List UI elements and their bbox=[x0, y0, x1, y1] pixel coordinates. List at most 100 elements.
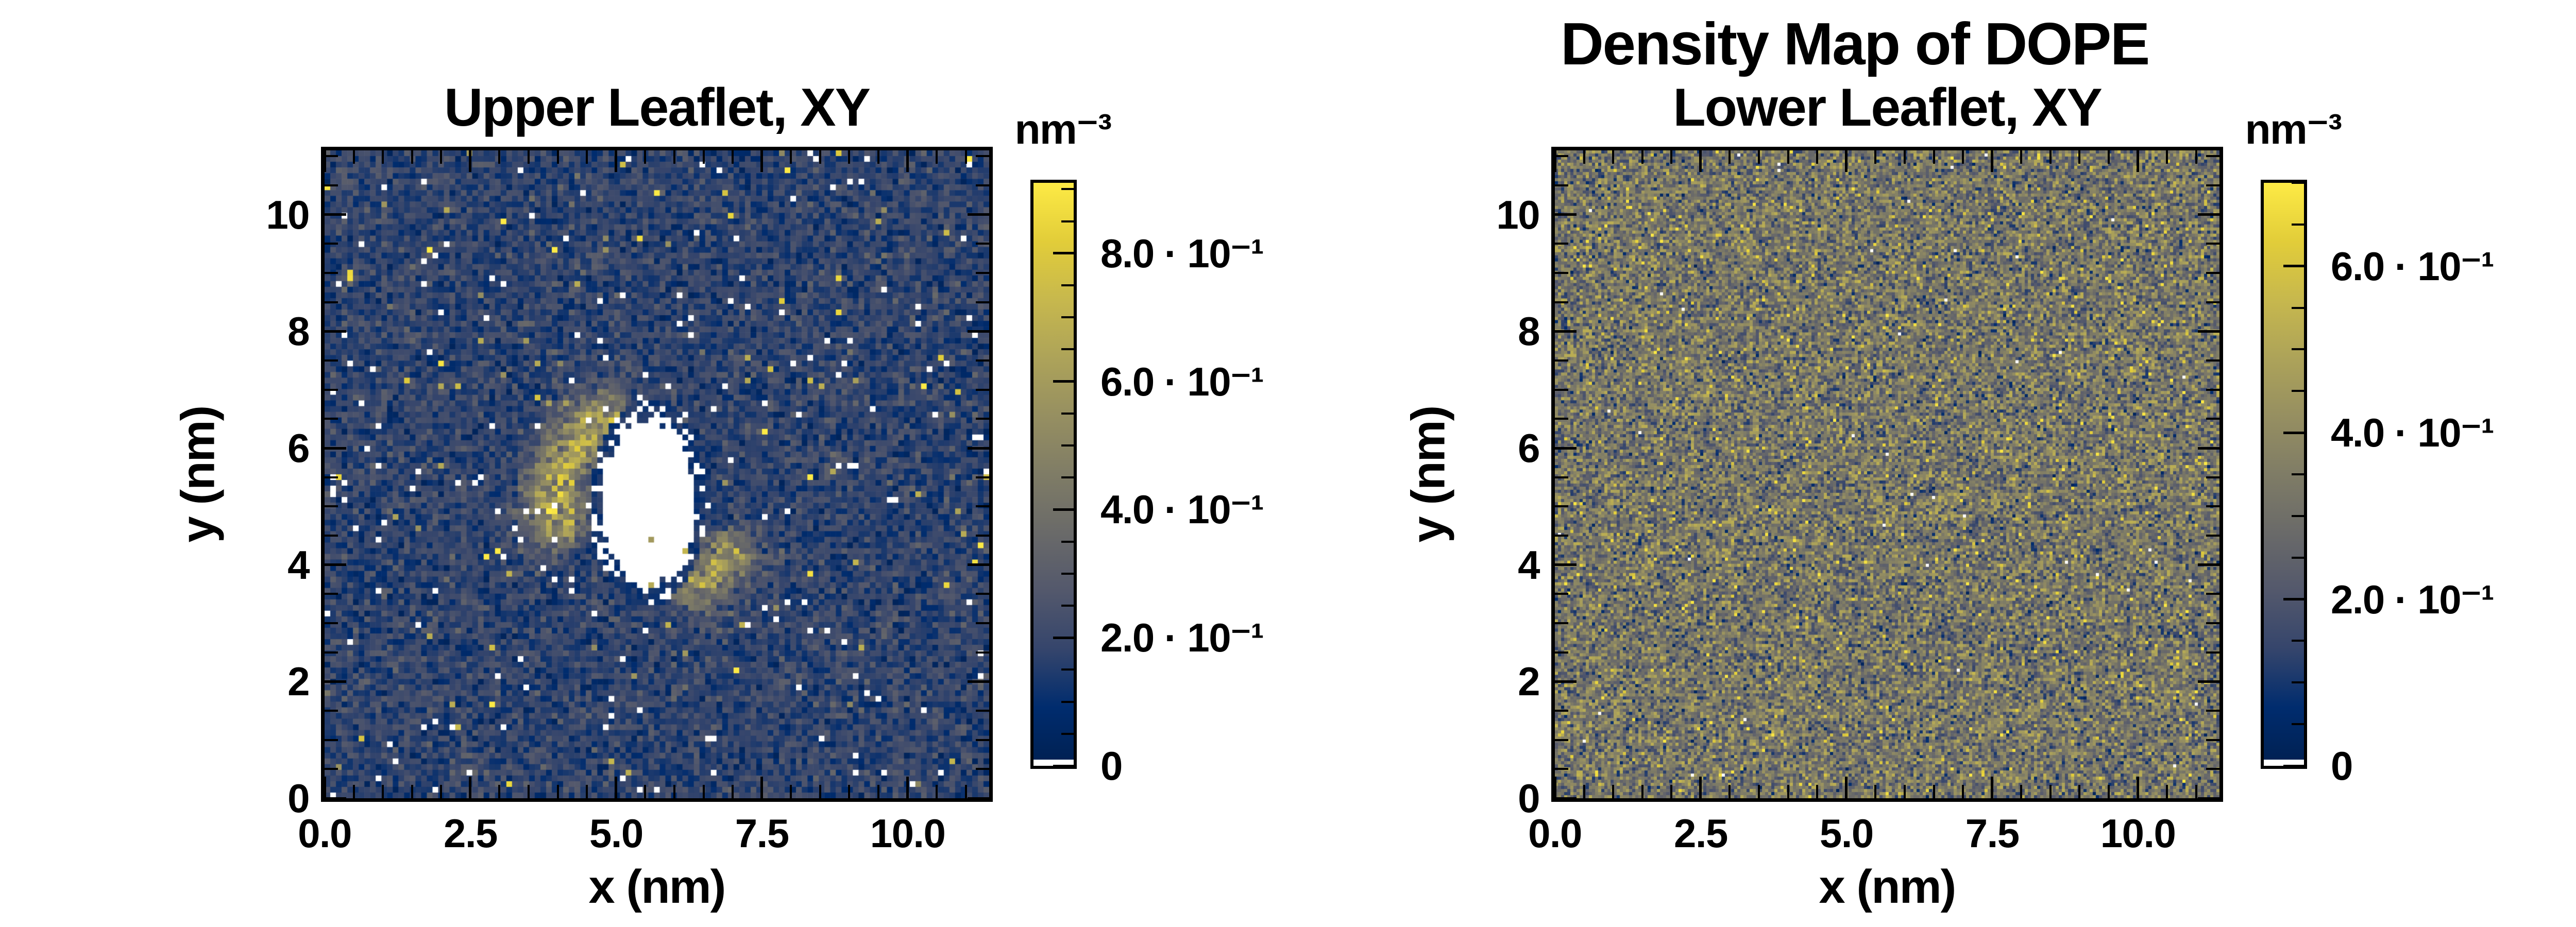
minor-tick-x bbox=[1933, 785, 1935, 798]
minor-tick-y bbox=[976, 155, 989, 158]
colorbar-major-tick bbox=[1053, 380, 1074, 383]
minor-tick-x bbox=[586, 150, 588, 164]
minor-tick-y bbox=[325, 243, 338, 245]
minor-tick-x bbox=[528, 785, 530, 798]
minor-tick-x bbox=[732, 150, 734, 164]
minor-tick-x bbox=[2166, 785, 2168, 798]
minor-tick-y bbox=[1555, 388, 1568, 391]
minor-tick-x bbox=[1670, 785, 1673, 798]
minor-tick-y bbox=[976, 710, 989, 712]
minor-tick-y bbox=[1555, 535, 1568, 537]
colorbar-minor-tick bbox=[2292, 640, 2304, 642]
major-tick-x bbox=[469, 150, 472, 172]
minor-tick-x bbox=[2195, 785, 2197, 798]
colorbar-minor-tick bbox=[2292, 514, 2304, 517]
x-tick-label: 2.5 bbox=[1674, 811, 1728, 856]
minor-tick-x bbox=[2078, 785, 2081, 798]
major-tick-y bbox=[2198, 330, 2219, 333]
minor-tick-y bbox=[976, 535, 989, 537]
x-tick-label: 0.0 bbox=[298, 811, 352, 856]
minor-tick-y bbox=[976, 505, 989, 508]
y-tick-label: 2 bbox=[1518, 659, 1540, 705]
minor-tick-x bbox=[2166, 150, 2168, 164]
minor-tick-y bbox=[1555, 651, 1568, 654]
colorbar-zero-strip bbox=[2264, 760, 2304, 766]
colorbar-major-tick bbox=[2283, 431, 2304, 434]
x-tick-label: 2.5 bbox=[444, 811, 498, 856]
colorbar-minor-tick bbox=[2292, 306, 2304, 309]
colorbar-unit: nm⁻³ bbox=[2245, 106, 2342, 153]
panel-title: Upper Leaflet, XY bbox=[444, 78, 871, 138]
colorbar-minor-tick bbox=[1061, 188, 1074, 191]
minor-tick-x bbox=[2195, 150, 2197, 164]
colorbar-minor-tick bbox=[2292, 348, 2304, 351]
major-tick-y bbox=[968, 213, 989, 216]
colorbar-minor-tick bbox=[1061, 668, 1074, 671]
minor-tick-y bbox=[976, 593, 989, 595]
minor-tick-x bbox=[644, 150, 647, 164]
y-tick-label: 0 bbox=[287, 776, 310, 821]
colorbar-tick-label: 0 bbox=[1100, 743, 1123, 788]
colorbar-major-tick bbox=[1053, 764, 1074, 767]
y-tick-label: 4 bbox=[287, 542, 310, 588]
major-tick-y bbox=[325, 797, 346, 800]
minor-tick-x bbox=[2020, 150, 2023, 164]
major-tick-x bbox=[906, 150, 909, 172]
major-tick-y bbox=[968, 797, 989, 800]
minor-tick-y bbox=[976, 622, 989, 624]
minor-tick-x bbox=[819, 150, 821, 164]
major-tick-y bbox=[968, 447, 989, 450]
minor-tick-x bbox=[848, 785, 851, 798]
minor-tick-x bbox=[586, 785, 588, 798]
minor-tick-y bbox=[325, 651, 338, 654]
minor-tick-y bbox=[2206, 418, 2219, 420]
minor-tick-y bbox=[2206, 651, 2219, 654]
minor-tick-x bbox=[644, 785, 647, 798]
minor-tick-x bbox=[2049, 785, 2052, 798]
minor-tick-y bbox=[1555, 476, 1568, 478]
minor-tick-x bbox=[702, 150, 705, 164]
minor-tick-y bbox=[1555, 710, 1568, 712]
y-tick-label: 0 bbox=[1518, 776, 1540, 821]
minor-tick-y bbox=[325, 418, 338, 420]
minor-tick-y bbox=[1555, 622, 1568, 624]
y-tick-label: 8 bbox=[1518, 308, 1540, 354]
colorbar-tick-label: 0 bbox=[2331, 743, 2353, 788]
minor-tick-x bbox=[1612, 785, 1615, 798]
major-tick-y bbox=[2198, 563, 2219, 566]
minor-tick-y bbox=[976, 301, 989, 303]
x-tick-label: 10.0 bbox=[2100, 811, 2176, 856]
minor-tick-y bbox=[325, 710, 338, 712]
minor-tick-x bbox=[964, 150, 967, 164]
colorbar-minor-tick bbox=[2292, 223, 2304, 226]
minor-tick-x bbox=[411, 150, 413, 164]
major-tick-x bbox=[2137, 777, 2140, 798]
panel-title: Lower Leaflet, XY bbox=[1673, 78, 2103, 138]
major-tick-y bbox=[968, 680, 989, 683]
minor-tick-x bbox=[440, 150, 443, 164]
minor-tick-x bbox=[498, 785, 501, 798]
minor-tick-x bbox=[1583, 785, 1585, 798]
colorbar-minor-tick bbox=[1061, 444, 1074, 447]
colorbar-minor-tick bbox=[1061, 284, 1074, 287]
minor-tick-y bbox=[2206, 243, 2219, 245]
minor-tick-x bbox=[877, 785, 879, 798]
colorbar-minor-tick bbox=[1061, 348, 1074, 351]
major-tick-y bbox=[968, 330, 989, 333]
minor-tick-x bbox=[382, 785, 384, 798]
minor-tick-y bbox=[325, 476, 338, 478]
minor-tick-y bbox=[325, 505, 338, 508]
colorbar-minor-tick bbox=[2292, 723, 2304, 726]
major-tick-y bbox=[1555, 447, 1577, 450]
colorbar-minor-tick bbox=[1061, 476, 1074, 479]
x-tick-label: 7.5 bbox=[1965, 811, 2020, 856]
x-tick-label: 10.0 bbox=[870, 811, 946, 856]
colorbar-major-tick bbox=[1053, 252, 1074, 255]
minor-tick-x bbox=[819, 785, 821, 798]
minor-tick-x bbox=[1787, 150, 1789, 164]
major-tick-x bbox=[1991, 150, 1994, 172]
colorbar-tick-label: 2.0 · 10⁻¹ bbox=[2331, 576, 2495, 622]
major-tick-x bbox=[615, 150, 618, 172]
major-tick-y bbox=[325, 330, 346, 333]
minor-tick-y bbox=[976, 418, 989, 420]
